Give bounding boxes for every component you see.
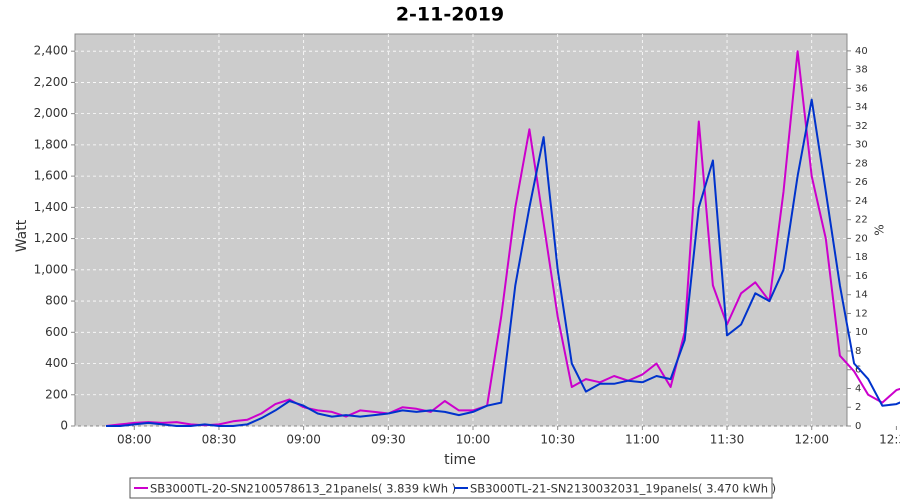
x-tick-label: 11:00 (625, 433, 660, 447)
y2-tick-label: 36 (855, 83, 868, 94)
x-tick-label: 09:30 (371, 433, 406, 447)
legend-label: SB3000TL-20-SN2100578613_21panels( 3.839… (150, 482, 456, 496)
y2-tick-label: 26 (855, 177, 868, 188)
y-tick-label: 0 (60, 419, 68, 433)
y2-tick-label: 20 (855, 233, 868, 244)
y2-tick-label: 16 (855, 271, 868, 282)
y2-tick-label: 32 (855, 121, 868, 132)
x-tick-label: 08:00 (117, 433, 152, 447)
y-tick-label: 1,000 (34, 262, 68, 276)
y2-tick-label: 40 (855, 46, 868, 57)
y2-tick-label: 8 (855, 346, 861, 357)
y2-tick-label: 4 (855, 383, 861, 394)
x-tick-label: 11:30 (710, 433, 745, 447)
legend-label: SB3000TL-21-SN2130032031_19panels( 3.470… (470, 482, 776, 496)
x-tick-label: 10:00 (456, 433, 491, 447)
plot-area (74, 33, 848, 427)
y-tick-label: 2,200 (34, 75, 68, 89)
x-tick-label: 08:30 (202, 433, 237, 447)
y2-tick-label: 0 (855, 421, 861, 432)
y-tick-label: 1,400 (34, 200, 68, 214)
x-tick-label: 12:00 (794, 433, 829, 447)
y2-tick-label: 2 (855, 402, 861, 413)
y2-tick-label: 12 (855, 308, 868, 319)
x-tick-label: 12:30 (879, 433, 900, 447)
y-tick-label: 1,200 (34, 231, 68, 245)
y2-tick-label: 30 (855, 140, 868, 151)
y-tick-label: 800 (45, 294, 68, 308)
y2-tick-label: 28 (855, 158, 868, 169)
y-tick-label: 1,600 (34, 169, 68, 183)
y-tick-label: 2,400 (34, 44, 68, 58)
y-tick-label: 400 (45, 356, 68, 370)
y2-tick-label: 6 (855, 365, 861, 376)
x-axis-label: time (444, 452, 476, 468)
y-axis-label: Watt (14, 219, 30, 252)
y2-tick-label: 18 (855, 252, 868, 263)
legend (129, 477, 773, 499)
y2-tick-label: 14 (855, 290, 868, 301)
y-tick-label: 2,000 (34, 106, 68, 120)
x-tick-label: 10:30 (540, 433, 575, 447)
series-line (105, 50, 900, 427)
x-tick-label: 09:00 (286, 433, 321, 447)
y2-tick-label: 34 (855, 102, 868, 113)
series-line (106, 98, 900, 427)
y2-tick-label: 24 (855, 196, 868, 207)
y2-axis-label: % (873, 224, 887, 235)
y-tick-label: 200 (45, 387, 68, 401)
y-tick-label: 1,800 (34, 137, 68, 151)
y2-tick-label: 10 (855, 327, 868, 338)
y2-tick-label: 22 (855, 215, 868, 226)
y-tick-label: 600 (45, 325, 68, 339)
y2-tick-label: 38 (855, 65, 868, 76)
chart-title: 2-11-2019 (396, 4, 504, 26)
